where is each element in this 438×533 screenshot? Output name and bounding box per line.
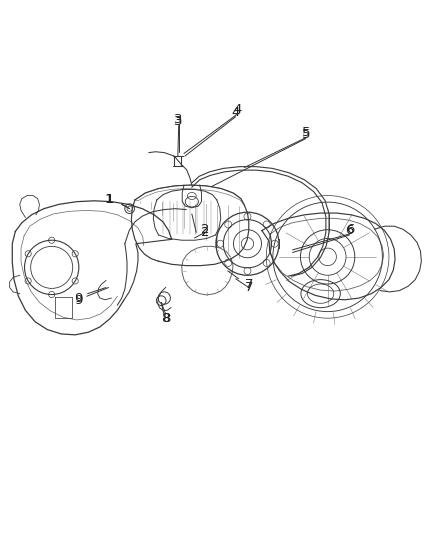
Text: 9: 9 (74, 294, 82, 307)
Text: 6: 6 (346, 223, 355, 236)
Text: 6: 6 (345, 224, 354, 237)
Text: 2: 2 (201, 226, 209, 239)
Text: 4: 4 (231, 106, 240, 119)
Text: 5: 5 (302, 126, 311, 140)
Text: 3: 3 (174, 115, 183, 127)
Text: 7: 7 (244, 278, 253, 292)
Text: 3: 3 (174, 114, 183, 126)
Text: 4: 4 (233, 103, 242, 116)
Text: 5: 5 (301, 128, 310, 141)
Text: 7: 7 (244, 281, 253, 294)
Text: 8: 8 (162, 312, 171, 325)
Text: 1: 1 (105, 193, 114, 206)
Text: 2: 2 (201, 223, 209, 236)
Text: 9: 9 (74, 292, 82, 304)
Text: 8: 8 (161, 312, 170, 325)
Text: 1: 1 (104, 193, 113, 206)
